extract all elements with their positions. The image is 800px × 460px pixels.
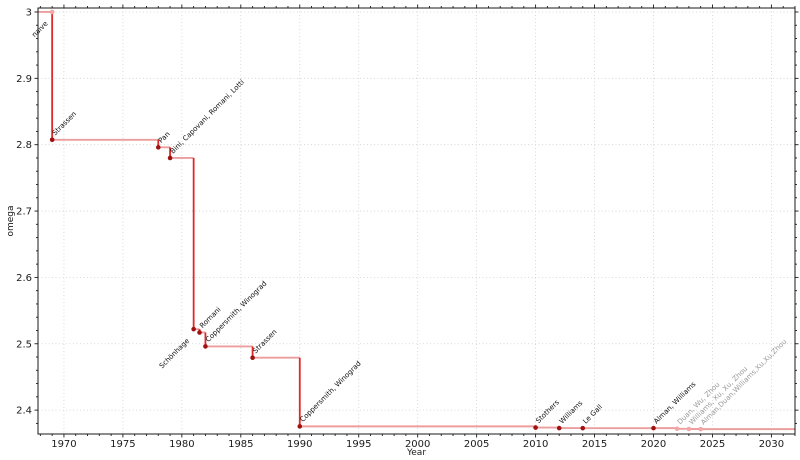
- x-tick-label: 2000: [405, 439, 430, 450]
- x-tick-label: 1975: [110, 439, 135, 450]
- y-tick-label: 3: [26, 7, 32, 18]
- tick-labels: 1970 1975 1980 1985 1990 1995 2000 2005 2010 2015…: [16, 7, 784, 450]
- data-point: [533, 425, 538, 430]
- data-point: [580, 425, 586, 431]
- point-label: Williams: [558, 399, 585, 426]
- step-line: [38, 11, 795, 431]
- y-tick-label: 2.9: [16, 74, 32, 85]
- y-tick-label: 2.6: [16, 273, 32, 284]
- data-point: [686, 426, 692, 432]
- y-axis-title: omega: [6, 205, 16, 236]
- data-point: [651, 425, 656, 431]
- x-tick-label: 1985: [228, 439, 253, 450]
- gridlines: [38, 8, 795, 434]
- data-points: [49, 9, 703, 432]
- y-tick-label: 2.4: [16, 406, 32, 417]
- step-line-horizontals: [38, 11, 795, 431]
- plot-frame: [37, 7, 796, 435]
- x-axis-title: Year: [406, 448, 426, 458]
- data-point: [698, 426, 703, 432]
- data-point: [155, 145, 161, 150]
- data-point: [203, 344, 208, 349]
- data-point: [297, 424, 303, 429]
- y-tick-label: 2.5: [16, 339, 32, 350]
- x-tick-label: 1995: [346, 439, 371, 450]
- point-label: Bini, Capovani, Romani, Lotti: [169, 78, 246, 155]
- x-tick-label: 2020: [641, 439, 666, 450]
- point-label: Strassen: [51, 110, 78, 137]
- axis-ticks: [34, 4, 799, 438]
- point-label: Schönhage: [158, 337, 191, 370]
- x-tick-label: 2025: [700, 439, 725, 450]
- y-tick-label: 2.8: [16, 140, 32, 151]
- y-tick-label: 2.7: [16, 207, 32, 218]
- point-label: Williams, Xu, Xu, Zhou: [688, 365, 750, 427]
- x-tick-label: 1970: [51, 439, 76, 450]
- x-tick-label: 2005: [464, 439, 489, 450]
- data-point: [167, 155, 173, 161]
- data-point: [197, 330, 202, 335]
- x-tick-label: 2015: [582, 439, 607, 450]
- step-line-verticals: [51, 11, 702, 430]
- data-point: [250, 355, 255, 360]
- data-point: [191, 326, 196, 332]
- point-label: Stothers: [534, 398, 561, 425]
- x-tick-label: 1980: [169, 439, 194, 450]
- x-tick-label: 2010: [523, 439, 548, 450]
- point-label: Le Gall: [582, 403, 605, 426]
- point-label: naive: [30, 20, 49, 39]
- point-label: Pan: [157, 130, 172, 145]
- data-point: [556, 425, 562, 431]
- x-tick-label: 1990: [287, 439, 312, 450]
- data-point: [49, 9, 55, 15]
- point-label: Strassen: [251, 328, 278, 355]
- data-point: [674, 426, 680, 432]
- data-point: [49, 137, 55, 143]
- point-label: Coppersmith, Winograd: [299, 360, 363, 424]
- x-tick-label: 2030: [759, 439, 784, 450]
